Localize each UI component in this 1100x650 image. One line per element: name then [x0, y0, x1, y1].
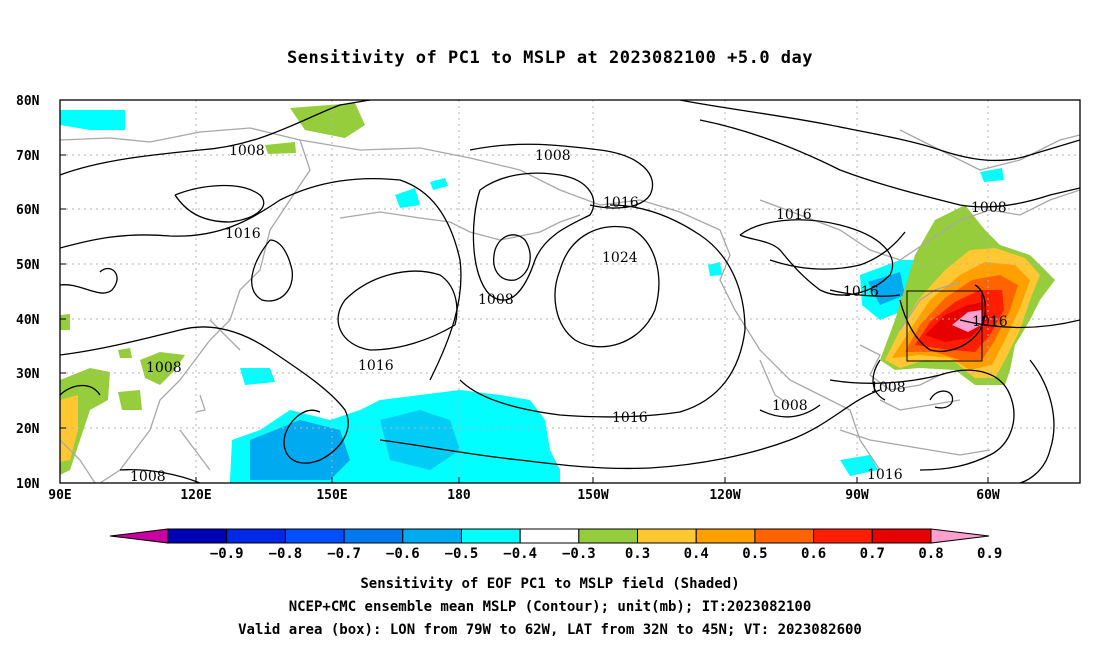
coastlines — [60, 127, 1080, 483]
lat-label: 20N — [16, 422, 40, 437]
contour-labels: 1008 1008 1016 1016 1008 1016 1024 1016 … — [130, 143, 1008, 485]
caption-shaded: Sensitivity of EOF PC1 to MSLP field (Sh… — [360, 576, 740, 592]
contour-label: 1008 — [478, 292, 514, 308]
lat-label: 60N — [16, 203, 40, 218]
contour-label: 1008 — [870, 380, 906, 396]
colorbar-label: 0.7 — [860, 546, 885, 562]
colorbar-labels: −0.9 −0.8 −0.7 −0.6 −0.5 −0.4 −0.3 0.3 0.4 0.5 0.6… — [210, 546, 1003, 562]
lat-label: 70N — [16, 149, 40, 164]
lat-label: 40N — [16, 313, 40, 328]
colorbar-cells — [167, 528, 932, 544]
contour-label: 1016 — [612, 410, 648, 426]
contour-label: 1016 — [843, 284, 879, 300]
colorbar-label: −0.4 — [503, 546, 537, 562]
lat-label: 30N — [16, 367, 40, 382]
colorbar-cell — [871, 528, 932, 544]
contour-label: 1008 — [146, 360, 182, 376]
colorbar-label: −0.3 — [562, 546, 596, 562]
colorbar-cell — [167, 528, 228, 544]
colorbar-label: −0.9 — [210, 546, 244, 562]
gridlines — [60, 100, 1080, 483]
contour-label: 1016 — [867, 467, 903, 483]
colorbar-cell — [284, 528, 345, 544]
colorbar-label: −0.6 — [386, 546, 420, 562]
latitude-labels: 80N 70N 60N 50N 40N 30N 20N 10N — [16, 94, 40, 492]
contour-label: 1016 — [776, 207, 812, 223]
colorbar-cell — [226, 528, 286, 544]
colorbar-label: −0.8 — [269, 546, 303, 562]
lon-label: 150W — [577, 488, 608, 503]
valid-area-box — [906, 290, 983, 362]
lon-label: 60W — [976, 488, 1000, 503]
axis-ticks — [60, 99, 989, 484]
lon-label: 180 — [447, 488, 471, 503]
contour-label: 1008 — [971, 200, 1007, 216]
contour-label: 1024 — [602, 250, 638, 266]
lat-label: 80N — [16, 94, 40, 109]
contour-label: 1008 — [535, 148, 571, 164]
colorbar-label: 0.9 — [977, 546, 1002, 562]
colorbar-label: 0.6 — [801, 546, 826, 562]
page-title: Sensitivity of PC1 to MSLP at 2023082100… — [286, 48, 813, 68]
contour-label: 1008 — [772, 398, 808, 414]
mslp-contours — [60, 100, 1080, 483]
lon-label: 90E — [48, 488, 71, 503]
colorbar-cell — [460, 528, 521, 544]
colorbar-label: 0.4 — [684, 546, 709, 562]
colorbar-label: 0.8 — [918, 546, 943, 562]
colorbar-high-end — [930, 528, 990, 544]
lon-label: 120W — [709, 488, 740, 503]
colorbar-label: 0.5 — [742, 546, 767, 562]
lon-label: 120E — [180, 488, 211, 503]
contour-label: 1016 — [358, 358, 394, 374]
colorbar-low-end — [109, 528, 169, 544]
contour-label: 1016 — [972, 314, 1008, 330]
colorbar-cell — [343, 528, 404, 544]
contour-label: 1008 — [130, 469, 166, 485]
colorbar-label: −0.5 — [445, 546, 479, 562]
colorbar-cell — [637, 528, 697, 544]
colorbar-label: 0.3 — [625, 546, 650, 562]
lon-label: 150E — [316, 488, 347, 503]
caption-valid-area: Valid area (box): LON from 79W to 62W, L… — [238, 622, 862, 638]
colorbar-cell — [578, 528, 639, 544]
contour-label: 1016 — [225, 226, 261, 242]
caption-contour: NCEP+CMC ensemble mean MSLP (Contour); u… — [288, 599, 812, 615]
colorbar-cell — [754, 528, 815, 544]
colorbar-cell — [519, 528, 580, 544]
colorbar-cell — [402, 528, 462, 544]
map-frame — [59, 99, 1081, 484]
lat-label: 10N — [16, 477, 40, 492]
colorbar-cell — [813, 528, 873, 544]
contour-label: 1008 — [229, 143, 265, 159]
colorbar-label: −0.7 — [327, 546, 361, 562]
longitude-labels: 90E 120E 150E 180 150W 120W 90W 60W — [48, 488, 1000, 503]
map-plot-area: 1008 1008 1016 1016 1008 1016 1024 1016 … — [60, 100, 1080, 485]
contour-label: 1016 — [603, 195, 639, 211]
colorbar: −0.9 −0.8 −0.7 −0.6 −0.5 −0.4 −0.3 0.3 0.4 0.5 0.6… — [109, 528, 1003, 562]
lon-label: 90W — [845, 488, 869, 503]
lat-label: 50N — [16, 258, 40, 273]
colorbar-cell — [695, 528, 756, 544]
